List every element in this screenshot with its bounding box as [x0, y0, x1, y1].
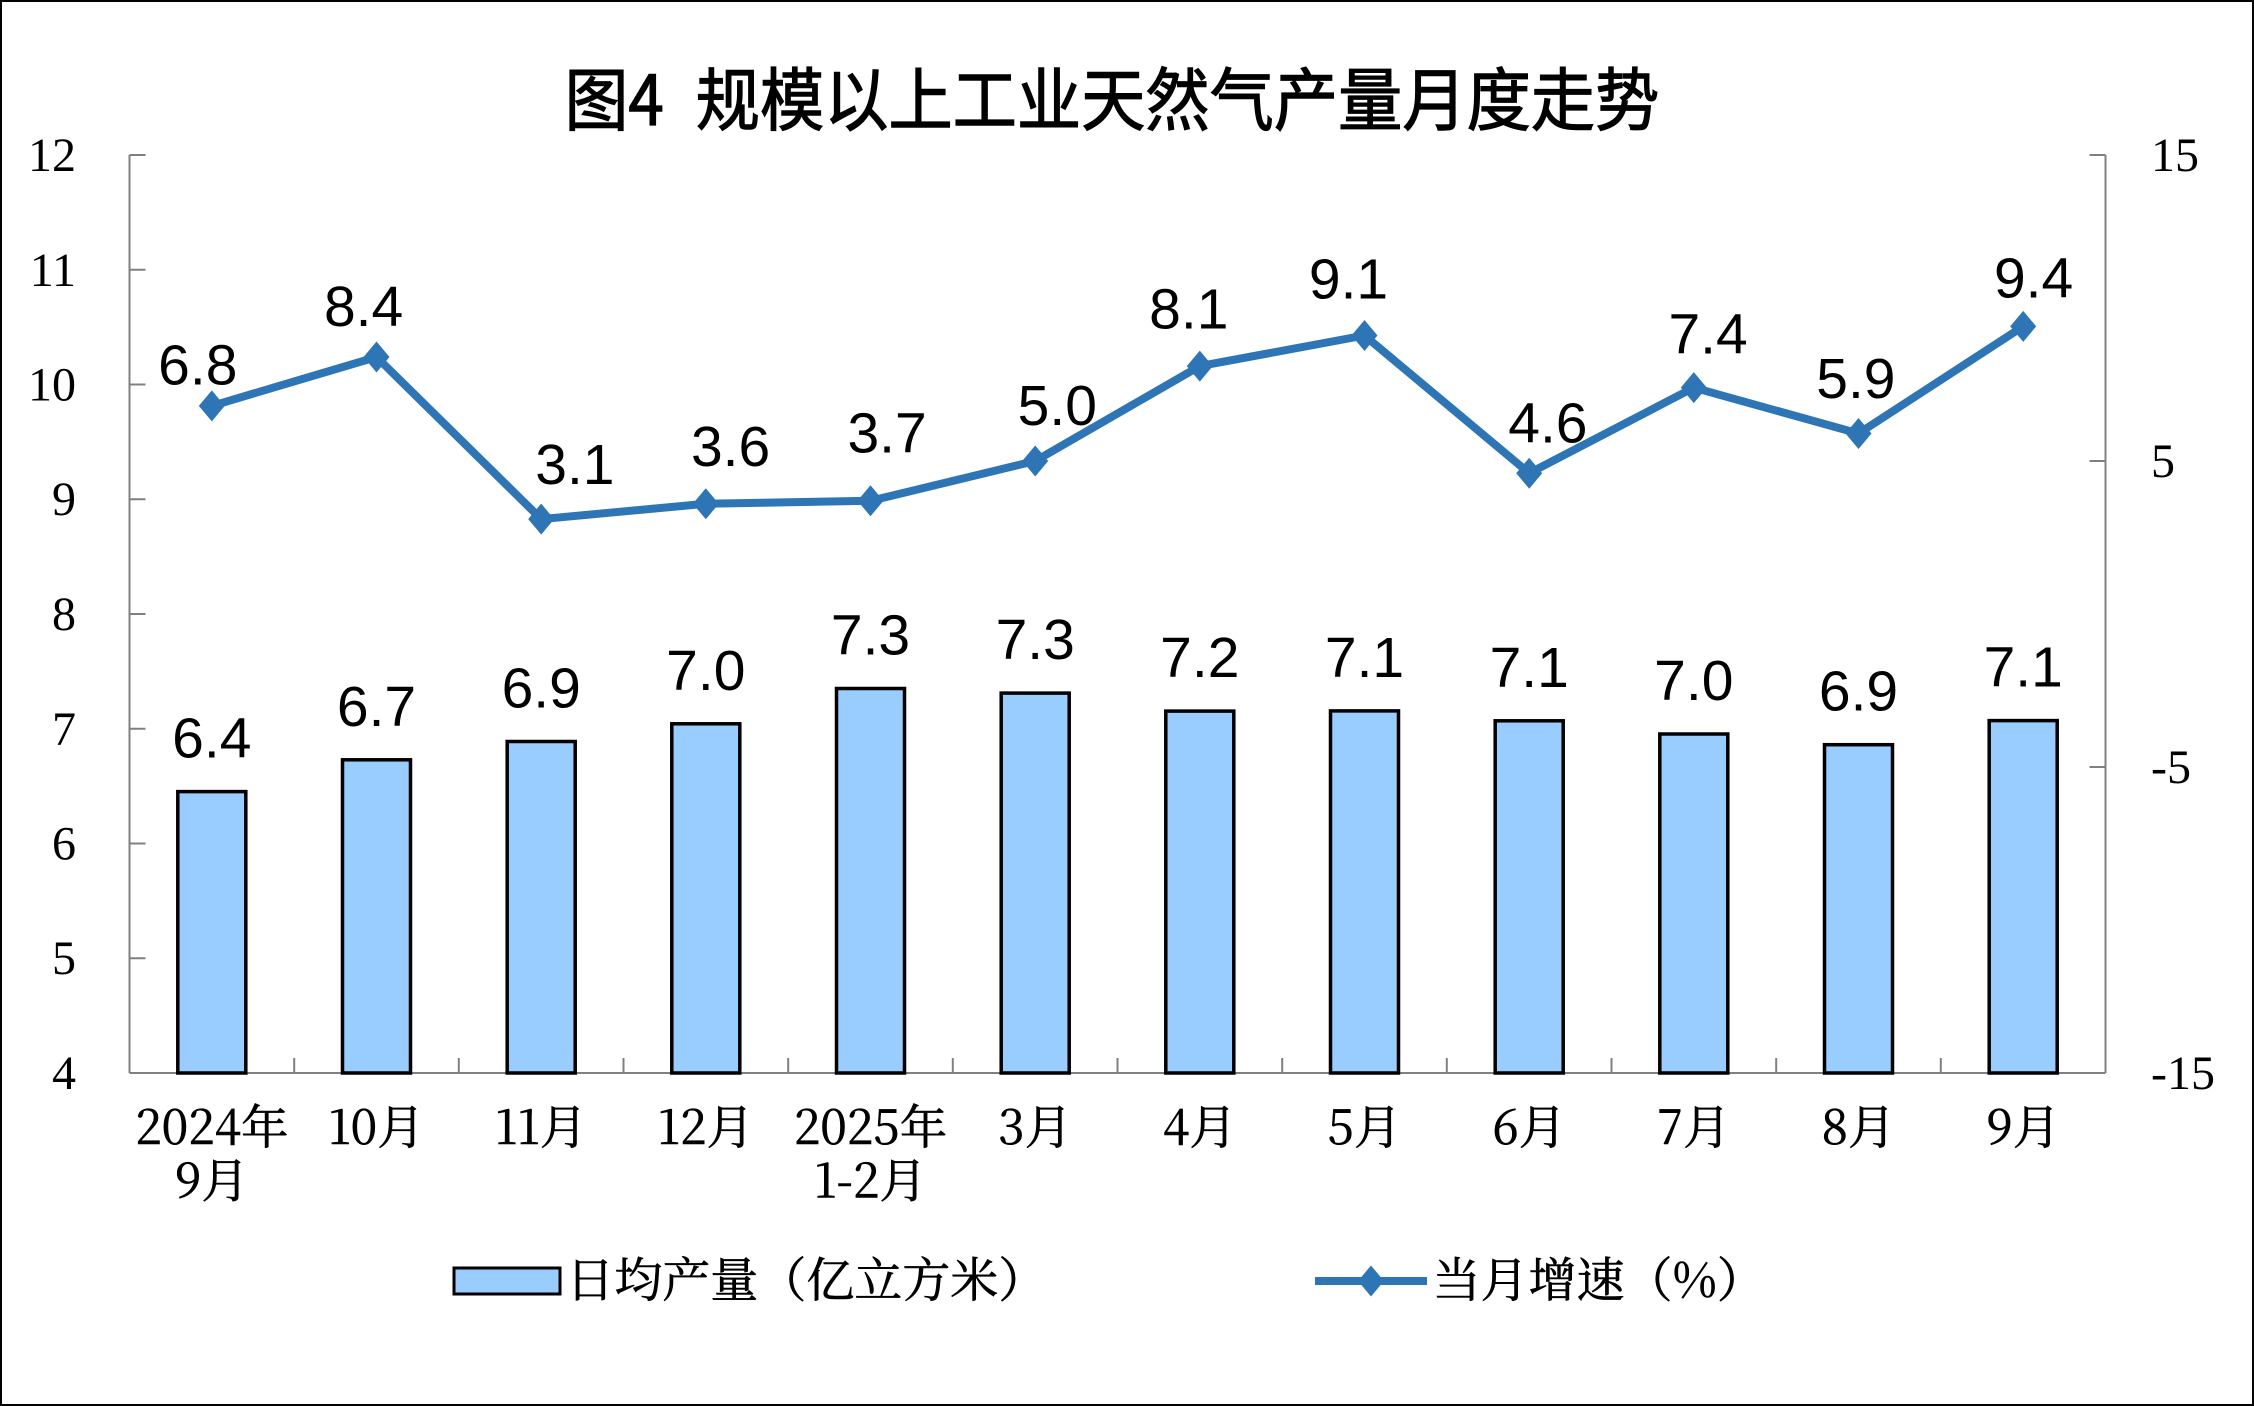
svg-text:4.6: 4.6 [1508, 392, 1587, 456]
svg-text:7.0: 7.0 [1654, 649, 1733, 713]
svg-text:5: 5 [52, 932, 76, 985]
svg-text:5: 5 [2151, 435, 2175, 488]
svg-text:4: 4 [52, 1047, 76, 1100]
svg-text:7.1: 7.1 [1984, 636, 2063, 700]
svg-text:-15: -15 [2151, 1047, 2215, 1100]
svg-text:9.1: 9.1 [1309, 248, 1388, 312]
svg-text:5.0: 5.0 [1018, 374, 1097, 438]
svg-text:6.8: 6.8 [158, 334, 237, 398]
svg-text:7.4: 7.4 [1668, 302, 1747, 366]
svg-text:6.4: 6.4 [172, 707, 251, 771]
svg-text:3.7: 3.7 [847, 401, 926, 465]
svg-text:6.9: 6.9 [1819, 660, 1898, 724]
svg-text:6.7: 6.7 [337, 675, 416, 739]
svg-text:7.1: 7.1 [1490, 636, 1569, 700]
svg-text:10: 10 [28, 359, 76, 412]
svg-text:6.9: 6.9 [502, 657, 581, 721]
svg-text:7.2: 7.2 [1160, 626, 1239, 690]
svg-text:5.9: 5.9 [1816, 347, 1895, 411]
svg-text:-5: -5 [2151, 741, 2191, 794]
svg-text:8.1: 8.1 [1149, 277, 1228, 341]
svg-text:7.1: 7.1 [1325, 626, 1404, 690]
svg-text:7.3: 7.3 [996, 608, 1075, 672]
svg-text:7.3: 7.3 [831, 604, 910, 668]
svg-text:11: 11 [30, 244, 76, 297]
svg-text:7.0: 7.0 [666, 639, 745, 703]
svg-text:3.6: 3.6 [691, 415, 770, 479]
svg-text:9.4: 9.4 [1994, 246, 2073, 310]
svg-text:7: 7 [52, 703, 76, 756]
svg-text:12: 12 [28, 129, 76, 182]
svg-text:8.4: 8.4 [324, 275, 403, 339]
svg-text:3.1: 3.1 [535, 433, 614, 497]
svg-text:9: 9 [52, 473, 76, 526]
svg-text:15: 15 [2151, 129, 2199, 182]
svg-text:6: 6 [52, 818, 76, 871]
svg-text:8: 8 [52, 588, 76, 641]
